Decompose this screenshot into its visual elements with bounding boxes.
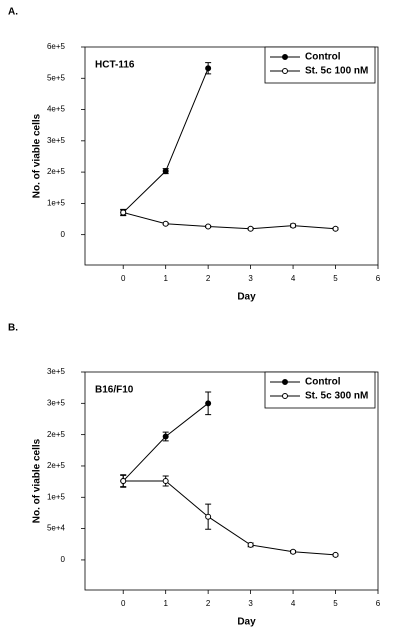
y-tick-label: 2e+5 xyxy=(47,461,66,470)
data-point xyxy=(162,168,169,175)
x-tick-label: 6 xyxy=(376,274,381,283)
y-tick-label: 2e+5 xyxy=(47,167,66,176)
legend-box xyxy=(264,46,376,84)
y-tick-label: 3e+5 xyxy=(47,136,66,145)
y-tick-label: 5e+4 xyxy=(47,524,66,533)
data-point xyxy=(290,548,297,555)
x-tick-label: 4 xyxy=(291,599,296,608)
legend-label: St. 5c 300 nM xyxy=(305,391,368,402)
y-tick-label: 1e+5 xyxy=(47,492,66,501)
data-point xyxy=(205,400,212,407)
plot-frame xyxy=(84,46,379,266)
legend-label: Control xyxy=(305,377,341,388)
data-point xyxy=(332,551,339,558)
y-axis-label: No. of viable cells xyxy=(32,438,43,523)
legend-marker xyxy=(282,54,288,60)
series-line xyxy=(122,402,209,482)
y-tick-label: 3e+5 xyxy=(47,398,66,407)
data-point xyxy=(205,223,212,230)
y-tick-label: 4e+5 xyxy=(47,105,66,114)
y-tick-label: 0 xyxy=(61,230,66,239)
plot-frame xyxy=(84,371,379,591)
x-tick-label: 1 xyxy=(163,599,168,608)
data-point xyxy=(120,478,127,484)
x-tick-label: 2 xyxy=(206,599,211,608)
panel-label: B. xyxy=(8,323,18,334)
data-point xyxy=(162,220,169,227)
series-line xyxy=(123,480,336,556)
data-point xyxy=(205,513,212,520)
y-axis-label: No. of viable cells xyxy=(32,113,43,198)
x-tick-label: 0 xyxy=(121,274,126,283)
x-tick-label: 3 xyxy=(248,274,253,283)
legend-marker xyxy=(282,68,288,74)
annotation: HCT-116 xyxy=(95,60,135,71)
series-line xyxy=(123,211,336,230)
legend-label: Control xyxy=(305,52,341,63)
legend-box xyxy=(264,371,376,409)
x-tick-label: 2 xyxy=(206,274,211,283)
data-point xyxy=(247,541,254,548)
legend-marker xyxy=(282,393,288,399)
annotation: B16/F10 xyxy=(95,385,134,396)
y-tick-label: 0 xyxy=(61,555,66,564)
x-axis-label: Day xyxy=(237,292,256,303)
x-tick-label: 5 xyxy=(333,599,338,608)
y-tick-label: 2e+5 xyxy=(47,430,66,439)
x-axis-label: Day xyxy=(237,617,256,628)
data-point xyxy=(162,478,169,484)
y-tick-label: 5e+5 xyxy=(47,73,66,82)
data-point xyxy=(332,225,339,232)
data-point xyxy=(247,225,254,232)
data-point xyxy=(162,433,169,440)
y-tick-label: 6e+5 xyxy=(47,42,66,51)
data-point xyxy=(290,222,297,229)
y-tick-label: 3e+5 xyxy=(47,367,66,376)
x-tick-label: 1 xyxy=(163,274,168,283)
legend-label: St. 5c 100 nM xyxy=(305,66,368,77)
panel-label: A. xyxy=(8,7,18,18)
legend-marker xyxy=(282,379,288,385)
data-point xyxy=(205,65,212,72)
x-tick-label: 5 xyxy=(333,274,338,283)
data-point xyxy=(120,209,127,216)
x-tick-label: 4 xyxy=(291,274,296,283)
x-tick-label: 0 xyxy=(121,599,126,608)
x-tick-label: 3 xyxy=(248,599,253,608)
y-tick-label: 1e+5 xyxy=(47,198,66,207)
series-line xyxy=(122,68,209,213)
x-tick-label: 6 xyxy=(376,599,381,608)
